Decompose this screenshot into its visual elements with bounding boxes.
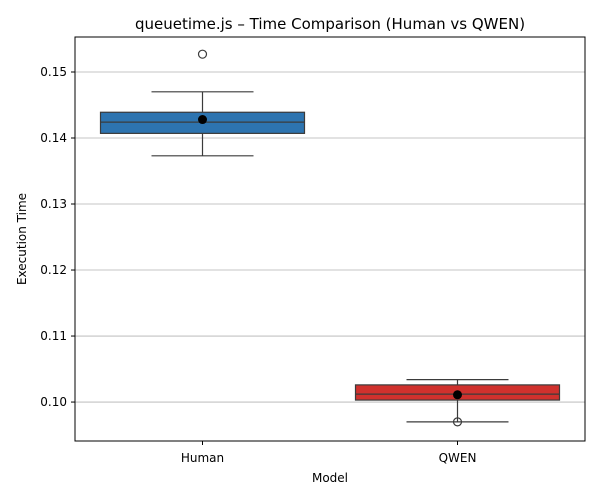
mean-marker <box>453 390 462 400</box>
grid-lines <box>75 71 585 403</box>
x-tick-label: QWEN <box>439 451 477 465</box>
plot-area-frame <box>74 36 586 442</box>
y-tick-label: 0.13 <box>40 197 67 211</box>
outlier-point <box>452 417 463 427</box>
y-tick-label: 0.10 <box>40 395 67 409</box>
box-group-human <box>99 49 306 157</box>
axis-ticks: 0.10 0.11 0.12 0.13 0.14 0.15 Human QWEN <box>40 65 476 465</box>
y-axis-label: Execution Time <box>15 193 29 285</box>
x-tick-label: Human <box>181 451 224 465</box>
chart-title: queuetime.js – Time Comparison (Human vs… <box>135 15 525 33</box>
x-axis-label: Model <box>312 471 348 485</box>
y-tick-label: 0.12 <box>40 263 67 277</box>
y-tick-label: 0.15 <box>40 65 67 79</box>
outlier-point <box>197 49 208 59</box>
y-tick-label: 0.14 <box>40 131 67 145</box>
box-group-qwen <box>354 379 561 427</box>
mean-marker <box>198 115 207 125</box>
box-series <box>99 49 561 427</box>
y-tick-label: 0.11 <box>40 329 67 343</box>
